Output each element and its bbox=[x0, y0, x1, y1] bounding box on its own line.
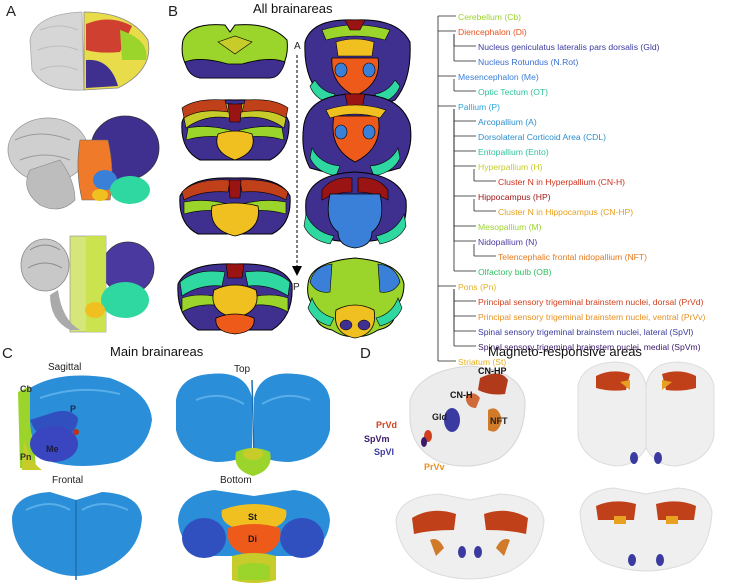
anterior-posterior-axis: A P bbox=[292, 41, 302, 293]
section-1-left bbox=[181, 24, 288, 79]
brain-region-tree: Cerebellum (Cb) Diencephalon (Di) Nucleus … bbox=[437, 12, 705, 367]
panel-label-c: C bbox=[2, 345, 13, 362]
tree-item-label: Nidopallium (N) bbox=[478, 237, 537, 247]
tag-gld: Gld bbox=[432, 412, 447, 422]
tree-item-label: Pallium (P) bbox=[458, 102, 500, 112]
tree-item-label: Striatum (St) bbox=[458, 357, 506, 367]
axis-arrowhead bbox=[292, 266, 302, 276]
tree-item-label: Nucleus geniculatus lateralis pars dorsa… bbox=[478, 42, 660, 52]
section-2-right bbox=[302, 93, 412, 177]
panel-d-title: Magneto-responsive areas bbox=[488, 344, 642, 359]
tag-spvl: SpVl bbox=[374, 447, 394, 457]
tree-item-label: Spinal sensory trigeminal brainstem nucl… bbox=[478, 342, 701, 352]
brain-3d-sagittal bbox=[18, 375, 152, 470]
tree-item-label: Telencephalic frontal nidopallium (NFT) bbox=[498, 252, 647, 262]
panel-b-title: All brainareas bbox=[253, 1, 333, 16]
magneto-brain-top bbox=[577, 361, 715, 467]
magneto-brain-sagittal bbox=[409, 365, 526, 467]
tree-item-label: Optic Tectum (OT) bbox=[478, 87, 548, 97]
section-4-right bbox=[307, 257, 405, 339]
tree-item-label: Cerebellum (Cb) bbox=[458, 12, 521, 22]
tag-cb: Cb bbox=[20, 384, 32, 394]
tree-item-label: Spinal sensory trigeminal brainstem nucl… bbox=[478, 327, 694, 337]
panel-a-brain-bottom bbox=[20, 235, 155, 333]
panel-a-brain-middle bbox=[7, 115, 160, 210]
tree-item-label: Principal sensory trigeminal brainstem n… bbox=[478, 297, 704, 307]
panel-label-b: B bbox=[168, 3, 178, 20]
brain-3d-top bbox=[176, 373, 330, 476]
tree-item-label: Hyperpallium (H) bbox=[478, 162, 543, 172]
tree-item-label: Dorsolateral Corticoid Area (CDL) bbox=[478, 132, 606, 142]
tree-item-label: Pons (Pn) bbox=[458, 282, 496, 292]
tag-me: Me bbox=[46, 444, 59, 454]
tree-item-label: Cluster N in Hyperpallium (CN-H) bbox=[498, 177, 625, 187]
tag-pn: Pn bbox=[20, 452, 32, 462]
tree-item-label: Nucleus Rotundus (N.Rot) bbox=[478, 57, 578, 67]
view-label-top: Top bbox=[234, 364, 251, 375]
tag-prvv: PrVv bbox=[424, 462, 445, 472]
tree-item-label: Principal sensory trigeminal brainstem n… bbox=[478, 312, 705, 322]
panel-label-d: D bbox=[360, 345, 371, 362]
section-3-right bbox=[303, 171, 407, 249]
brain-3d-bottom bbox=[178, 490, 330, 583]
section-3-left bbox=[179, 177, 291, 237]
tree-item-label: Diencephalon (Di) bbox=[458, 27, 527, 37]
tree-item-label: Olfactory bulb (OB) bbox=[478, 267, 552, 277]
panel-a-brain-top bbox=[29, 11, 150, 91]
tag-di: Di bbox=[248, 534, 257, 544]
tag-prvd: PrVd bbox=[376, 420, 397, 430]
tree-item-label: Arcopallium (A) bbox=[478, 117, 537, 127]
panel-c-title: Main brainareas bbox=[110, 344, 204, 359]
section-4-left bbox=[177, 263, 293, 335]
tag-st: St bbox=[248, 512, 257, 522]
magneto-brain-bottom bbox=[579, 487, 713, 572]
tree-item-label: Cluster N in Hippocampus (CN-HP) bbox=[498, 207, 633, 217]
panel-label-a: A bbox=[6, 3, 16, 20]
tag-p: P bbox=[70, 404, 76, 414]
tree-item-label: Mesencephalon (Me) bbox=[458, 72, 539, 82]
tree-item-label: Hippocampus (HP) bbox=[478, 192, 551, 202]
axis-label-posterior: P bbox=[293, 282, 300, 293]
tree-item-label: Mesopallium (M) bbox=[478, 222, 542, 232]
tag-spvm: SpVm bbox=[364, 434, 390, 444]
section-2-left bbox=[181, 99, 290, 161]
view-label-sagittal: Sagittal bbox=[48, 362, 81, 373]
tree-item-label: Entopallium (Ento) bbox=[478, 147, 549, 157]
view-label-frontal: Frontal bbox=[52, 475, 83, 486]
magneto-brain-frontal bbox=[395, 493, 545, 580]
tag-cn-hp: CN-HP bbox=[478, 366, 507, 376]
view-label-bottom: Bottom bbox=[220, 475, 252, 486]
axis-label-anterior: A bbox=[294, 41, 301, 52]
tag-nft: NFT bbox=[490, 416, 508, 426]
brain-3d-frontal bbox=[12, 492, 142, 580]
tag-cn-h: CN-H bbox=[450, 390, 473, 400]
